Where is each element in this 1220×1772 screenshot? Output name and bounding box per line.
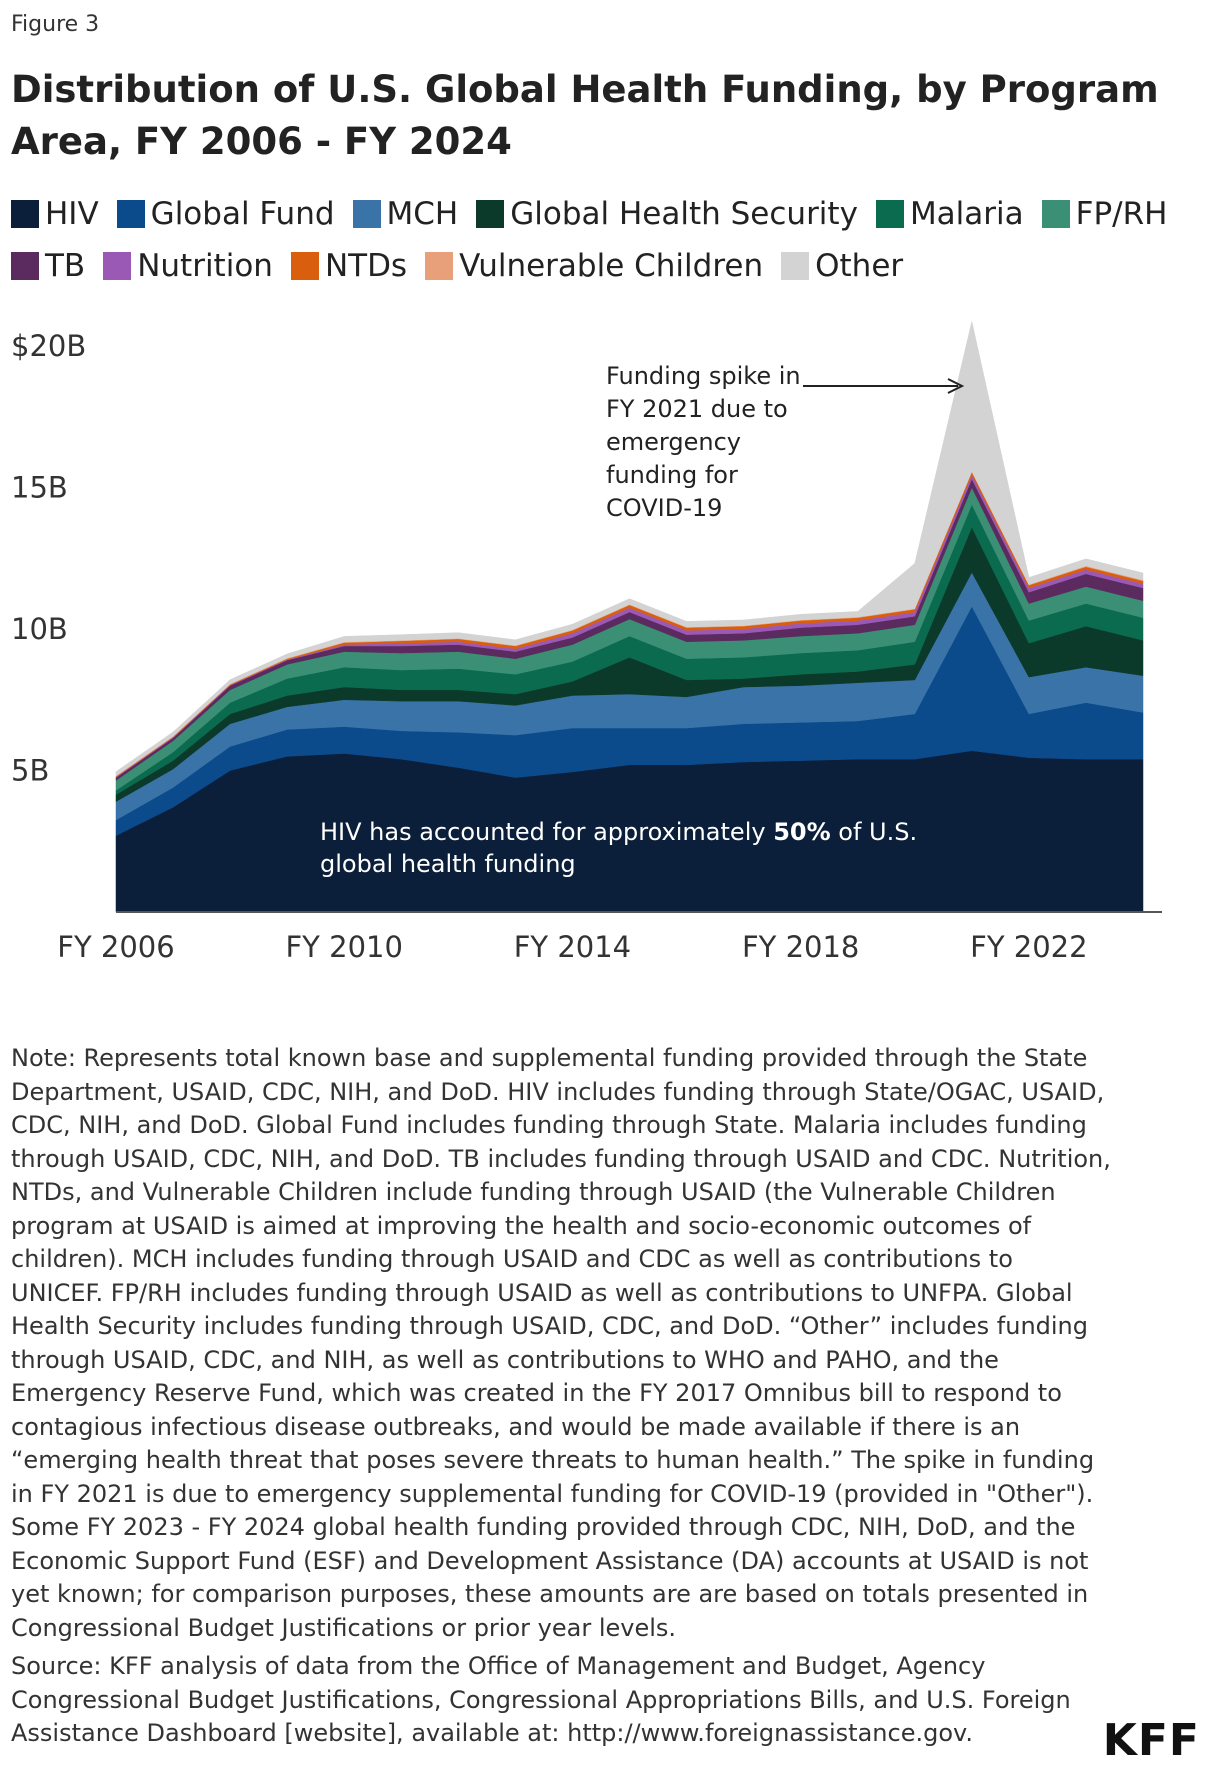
legend-label: Vulnerable Children — [459, 248, 764, 284]
x-tick-label: FY 2022 — [970, 930, 1087, 964]
legend-label: NTDs — [324, 248, 408, 284]
x-tick-label: FY 2006 — [57, 930, 174, 964]
legend-item: Malaria — [875, 196, 1024, 232]
chart-title: Distribution of U.S. Global Health Fundi… — [11, 68, 1159, 163]
logo: KFF — [1102, 1715, 1200, 1766]
legend-item: TB — [11, 248, 85, 284]
legend-swatch — [116, 200, 145, 228]
legend-item: MCH — [352, 196, 459, 232]
annotation-text: HIV has accounted for approximately — [320, 818, 774, 846]
legend-swatch — [352, 200, 381, 228]
legend: HIV Global Fund MCH Global Health Security M… — [11, 196, 1211, 284]
chart: 5B 10B 15B $20B FY 2006 FY 2010 FY 2014 FY 2018… — [11, 321, 1162, 964]
legend-swatch — [425, 252, 454, 280]
annotation: HIV has accounted for approximately 50% … — [320, 816, 920, 880]
legend-item: HIV — [11, 196, 99, 232]
annotation-text: of U.S. global health funding — [320, 818, 918, 878]
legend-swatch — [781, 252, 810, 280]
y-tick-label: $20B — [11, 329, 86, 363]
legend-swatch — [11, 252, 39, 280]
legend-label: TB — [45, 248, 86, 284]
legend-swatch — [875, 200, 904, 228]
legend-label: Other — [815, 248, 904, 284]
y-tick-label: 5B — [11, 754, 49, 788]
figure-label: Figure 3 — [11, 12, 100, 37]
x-tick-label: FY 2018 — [742, 930, 859, 964]
legend-swatch — [11, 200, 39, 228]
legend-label: Global Health Security — [510, 196, 858, 232]
source: Source: KFF analysis of data from the Of… — [11, 1652, 1071, 1747]
annotation: Funding spike in FY 2021 due to emergenc… — [606, 362, 801, 522]
y-tick-label: 15B — [11, 471, 68, 505]
arrow-head — [947, 378, 965, 394]
legend-label: MCH — [386, 196, 459, 232]
x-tick-label: FY 2010 — [286, 930, 403, 964]
legend-label: Malaria — [909, 196, 1024, 232]
legend-swatch — [290, 252, 319, 280]
legend-label: Global Fund — [150, 196, 335, 232]
legend-label: Nutrition — [137, 248, 273, 284]
y-tick-label: 10B — [11, 612, 68, 646]
area — [115, 321, 1144, 777]
legend-swatch — [103, 252, 132, 280]
legend-label: HIV — [45, 196, 99, 232]
legend-item: FP/RH — [1041, 196, 1168, 232]
legend-item: Vulnerable Children — [425, 248, 763, 284]
legend-swatch — [476, 200, 505, 228]
legend-label: FP/RH — [1075, 196, 1168, 232]
legend-item: Other — [781, 248, 903, 284]
legend-swatch — [1041, 200, 1070, 228]
legend-item: Nutrition — [103, 248, 273, 284]
x-tick-label: FY 2014 — [514, 930, 631, 964]
legend-item: Global Fund — [116, 196, 335, 232]
legend-item: Global Health Security — [476, 196, 858, 232]
legend-item: NTDs — [290, 248, 408, 284]
annotation-text: 50% — [773, 818, 831, 846]
note: Note: Represents total known base and su… — [11, 1044, 1111, 1642]
